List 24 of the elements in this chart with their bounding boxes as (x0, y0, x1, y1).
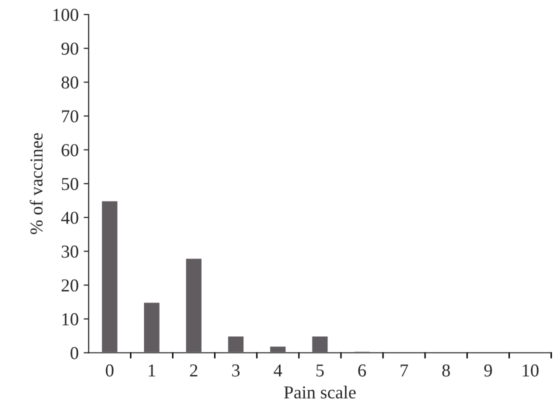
y-axis-title: % of vaccinee (30, 133, 43, 234)
x-tick-label: 2 (190, 364, 198, 376)
x-tick-label: 0 (106, 364, 114, 377)
y-tick-label: 0 (70, 347, 78, 360)
x-tick-label: 8 (442, 364, 450, 377)
x-tick-label: 4 (274, 364, 282, 376)
y-tick-label: 30 (62, 246, 78, 258)
x-tick-label: 3 (232, 364, 240, 377)
x-tick-label: 7 (400, 364, 408, 376)
x-tick-label: 10 (522, 364, 539, 377)
x-tick-label: 5 (316, 364, 324, 377)
y-tick-label: 90 (61, 42, 78, 55)
x-tick-label: 9 (484, 364, 492, 377)
x-tick-label: 6 (358, 364, 366, 377)
y-tick-label: 100 (53, 8, 78, 21)
y-tick-label: 60 (62, 144, 78, 156)
x-tick-label: 1 (148, 364, 156, 376)
y-tick-label: 40 (61, 212, 78, 224)
y-tick-label: 50 (62, 178, 78, 190)
y-tick-label: 70 (62, 110, 78, 122)
y-tick-label: 20 (62, 279, 78, 292)
y-tick-label: 10 (62, 313, 78, 326)
y-tick-label: 80 (62, 76, 78, 89)
x-axis-title: Pain scale (284, 386, 356, 398)
